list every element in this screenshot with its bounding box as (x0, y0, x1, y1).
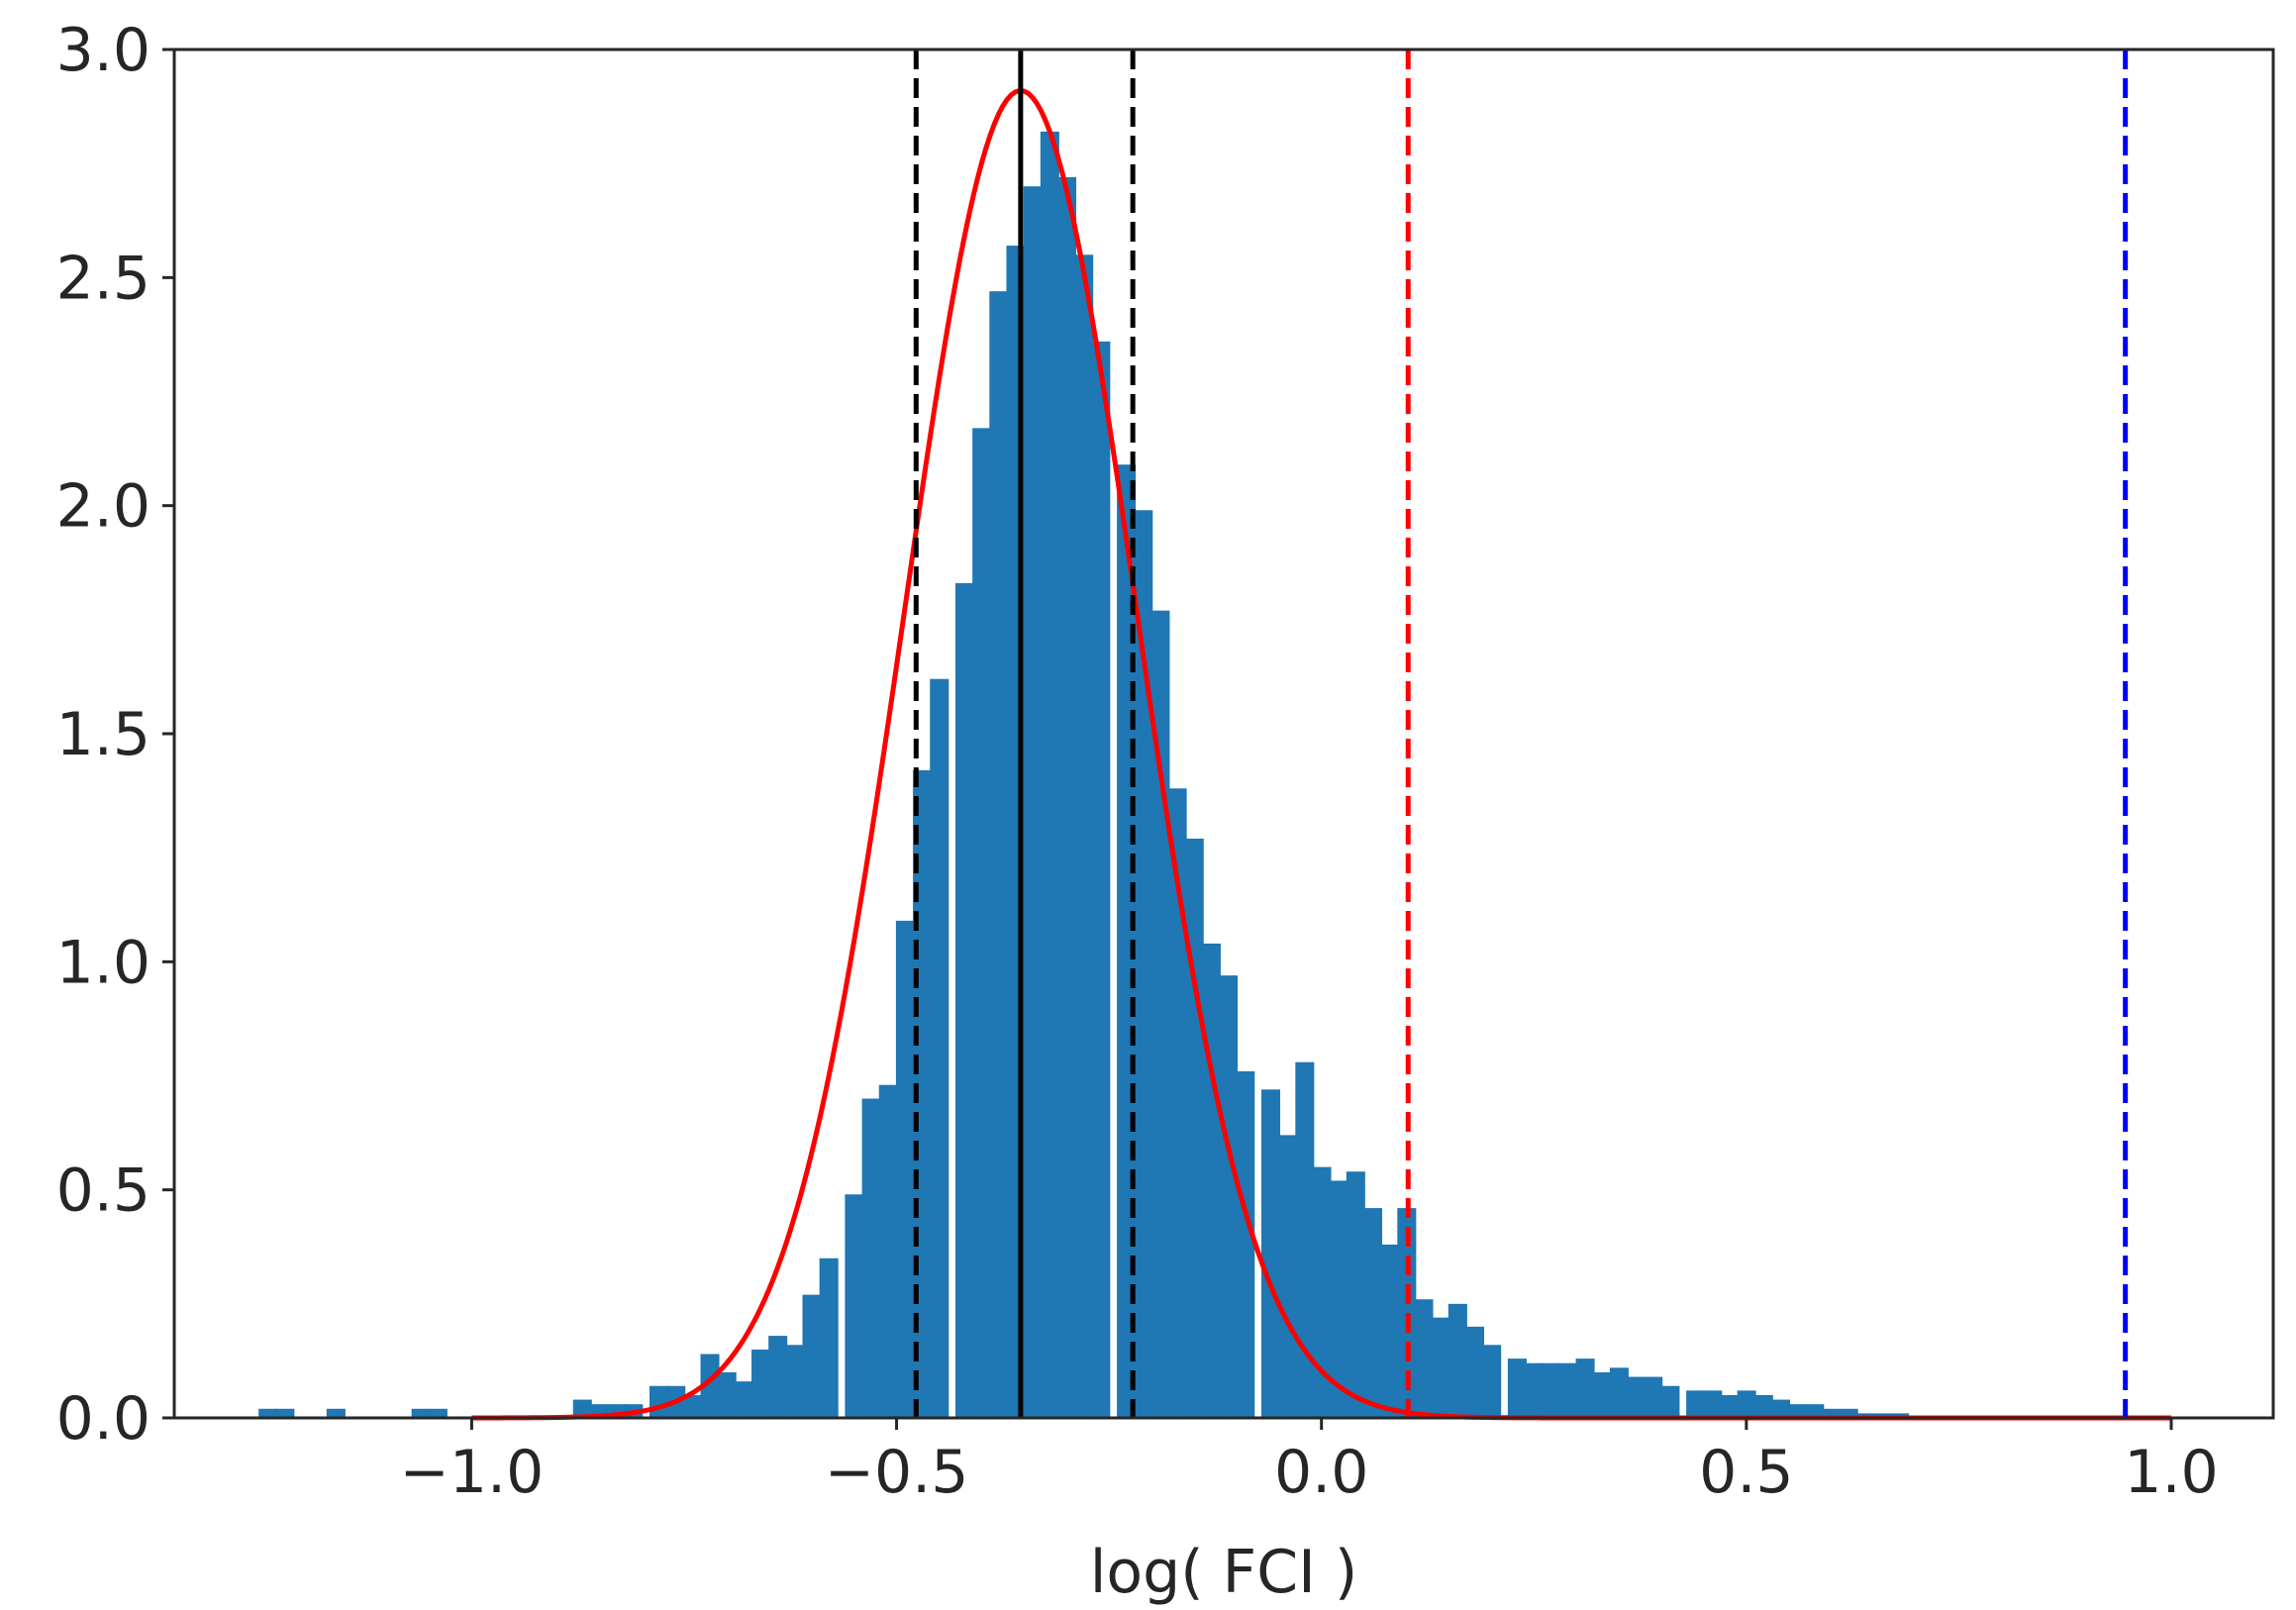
histogram-bar (1362, 1208, 1383, 1418)
x-tick-label: −0.5 (825, 1438, 969, 1507)
histogram-bar (1627, 1376, 1647, 1418)
histogram-bar (1091, 341, 1111, 1419)
y-axis-ticks: 0.0 0.5 1.0 1.5 2.0 2.5 3.0 (56, 16, 174, 1454)
x-tick-label: 1.0 (2124, 1438, 2218, 1507)
histogram-bar (1592, 1371, 1612, 1418)
histogram-bar (734, 1381, 753, 1418)
histogram-bar (1482, 1345, 1502, 1418)
histogram-bar (428, 1408, 448, 1418)
histogram-bar (1074, 254, 1094, 1418)
histogram-bar (683, 1394, 703, 1418)
histogram-bar (1380, 1244, 1400, 1418)
histogram-bar (1686, 1390, 1706, 1418)
histogram-bar (649, 1385, 669, 1418)
histogram-bar (895, 920, 915, 1418)
histogram-bar (1507, 1358, 1527, 1418)
histogram-bar (751, 1349, 771, 1418)
histogram-bar (1822, 1408, 1842, 1418)
reference-lines (913, 50, 2129, 1418)
histogram-bar (258, 1408, 278, 1418)
histogram-bar (1431, 1317, 1450, 1418)
histogram-bar (1414, 1299, 1434, 1418)
histogram-bar (1525, 1362, 1545, 1418)
histogram-bar (1660, 1385, 1680, 1418)
histogram-bar (1575, 1358, 1595, 1418)
histogram-bar (1329, 1180, 1348, 1418)
histogram-bar (1056, 176, 1077, 1419)
histogram-bar (1788, 1404, 1808, 1418)
histogram-bar (819, 1258, 839, 1418)
histogram-bar (1201, 943, 1221, 1418)
y-tick-label: 1.5 (56, 700, 150, 769)
histogram-bar (411, 1408, 431, 1418)
histogram-bar (1236, 1070, 1255, 1418)
histogram-bar (1464, 1326, 1485, 1418)
histogram-bar (1770, 1399, 1791, 1418)
histogram-bar (1644, 1376, 1663, 1418)
histogram-bar (1805, 1404, 1825, 1418)
histogram-bar (1703, 1390, 1723, 1418)
x-tick-label: 0.0 (1274, 1438, 1368, 1507)
histogram-bar (1167, 788, 1187, 1418)
histogram-bar (954, 582, 975, 1418)
y-tick-label: 0.0 (56, 1384, 150, 1454)
histogram-bar (930, 678, 949, 1418)
histogram-bar (572, 1399, 592, 1418)
histogram-bar (1839, 1408, 1858, 1418)
histogram-bar (1737, 1390, 1756, 1418)
histogram-bar (861, 1098, 881, 1418)
histogram-bar (1260, 1089, 1281, 1418)
histogram-bar (275, 1408, 295, 1418)
histogram-bar (1295, 1061, 1315, 1418)
histogram-bar (700, 1354, 720, 1418)
y-tick-label: 2.0 (56, 472, 150, 542)
histogram-bar (326, 1408, 346, 1418)
histogram-bar (1134, 510, 1153, 1418)
histogram-bar (1542, 1362, 1561, 1418)
histogram-bar (717, 1371, 737, 1418)
x-tick-label: −1.0 (400, 1438, 545, 1507)
x-axis-ticks: −1.0 −0.5 0.0 0.5 1.0 (400, 1418, 2219, 1507)
histogram-bar (1558, 1362, 1578, 1418)
histogram-bar (1312, 1166, 1332, 1418)
y-tick-label: 3.0 (56, 16, 150, 85)
x-tick-label: 0.5 (1699, 1438, 1793, 1507)
histogram-bar (1184, 838, 1204, 1418)
histogram-bar (1219, 975, 1239, 1418)
histogram-bar (1346, 1171, 1365, 1418)
histogram-bar (1720, 1394, 1740, 1418)
histogram-bar (845, 1194, 864, 1418)
histogram-bars (258, 131, 1910, 1419)
histogram-bar (1753, 1394, 1773, 1418)
histogram-bar (878, 1084, 898, 1418)
x-axis-label: log( FCI ) (1090, 1538, 1358, 1607)
histogram-bar (1447, 1303, 1467, 1418)
y-tick-label: 1.0 (56, 928, 150, 997)
histogram-bar (989, 291, 1009, 1418)
histogram-bar (785, 1345, 805, 1418)
histogram-bar (1040, 131, 1059, 1418)
histogram-bar (1609, 1367, 1629, 1418)
histogram-bar (802, 1294, 822, 1418)
histogram-bar (768, 1336, 788, 1418)
y-tick-label: 2.5 (56, 244, 150, 313)
histogram-bar (1278, 1135, 1298, 1418)
histogram-bar (972, 428, 992, 1419)
y-tick-label: 0.5 (56, 1157, 150, 1226)
histogram-bar (1023, 186, 1043, 1419)
